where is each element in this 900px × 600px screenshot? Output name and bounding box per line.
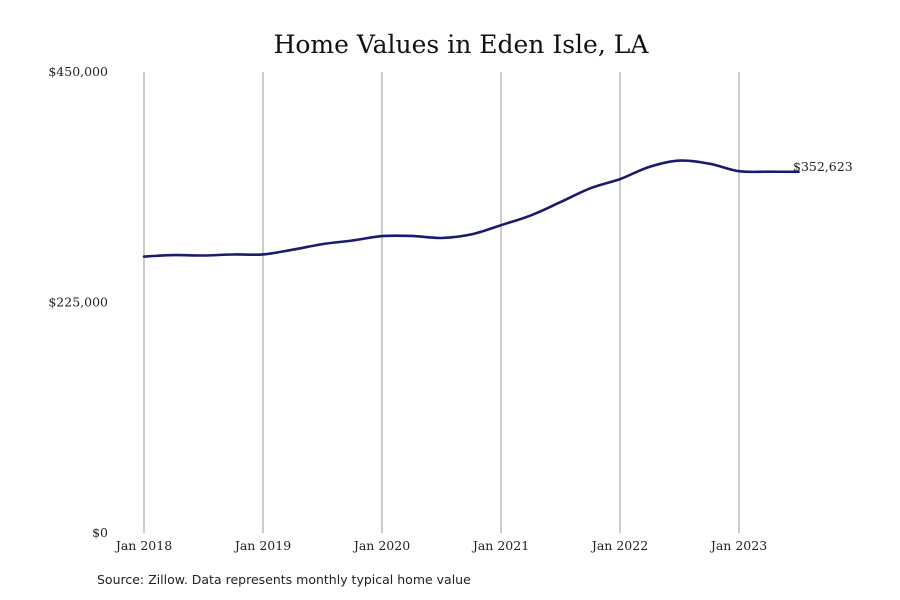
gridlines — [143, 72, 740, 533]
x-tick-label: Jan 2018 — [114, 538, 172, 553]
x-tick-label: Jan 2019 — [233, 538, 291, 553]
series-line — [142, 159, 800, 258]
chart-title: Home Values in Eden Isle, LA — [274, 30, 650, 59]
y-tick-label: $225,000 — [48, 295, 108, 310]
series-layer — [142, 159, 800, 258]
y-tick-label: $0 — [92, 525, 108, 540]
x-tick-label: Jan 2023 — [709, 538, 767, 553]
x-axis-tick-labels: Jan 2018 Jan 2019 Jan 2020 Jan 2021 Jan 2022… — [114, 538, 767, 553]
x-tick-label: Jan 2020 — [352, 538, 410, 553]
end-value-label: $352,623 — [793, 159, 853, 174]
y-axis-tick-labels: $0 $225,000 $450,000 — [48, 64, 108, 540]
x-tick-label: Jan 2022 — [590, 538, 648, 553]
y-tick-label: $450,000 — [48, 64, 108, 79]
source-note: Source: Zillow. Data represents monthly … — [97, 572, 471, 587]
x-tick-label: Jan 2021 — [471, 538, 529, 553]
